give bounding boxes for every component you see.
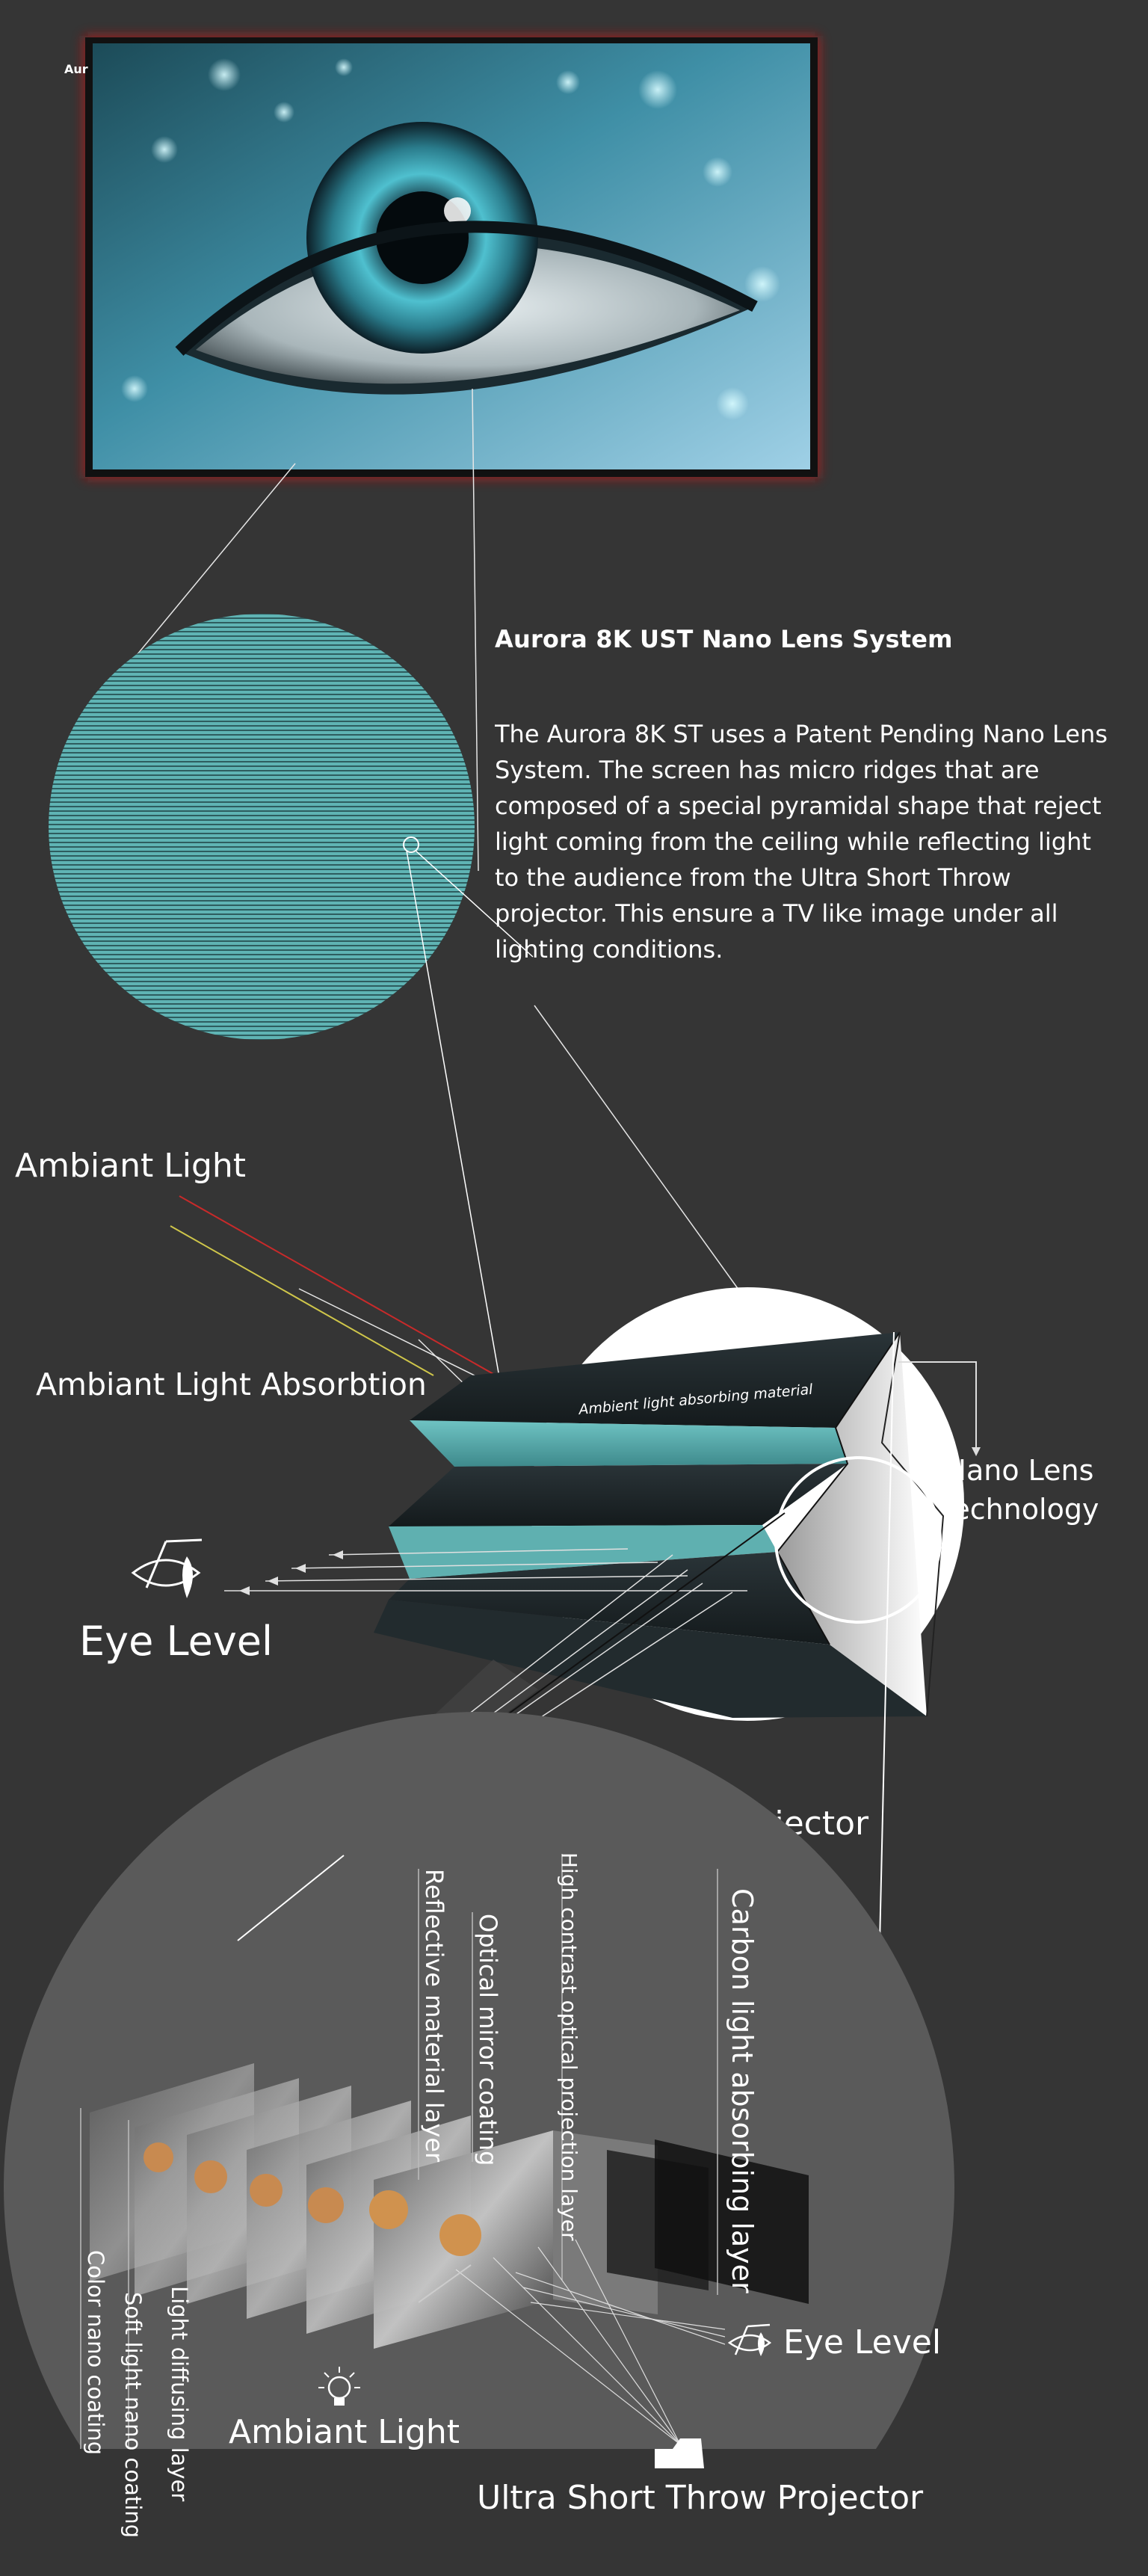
carbon-layer-label: Carbon light absorbing layer xyxy=(726,1888,759,2293)
lightbulb-icon xyxy=(318,2367,360,2406)
reflective-layer-label: Reflective material layer xyxy=(420,1869,448,2163)
eye-level-label: Eye Level xyxy=(783,2323,941,2361)
eye-icon xyxy=(727,2323,772,2356)
eye-photo xyxy=(93,43,810,469)
projector-label: Ultra Short Throw Projector xyxy=(477,2479,924,2517)
eye-level-label: Eye Level xyxy=(79,1618,273,1665)
screen-tiny-heading: Aur xyxy=(64,62,88,76)
nano-lens-label-line2: Technology xyxy=(939,1493,1099,1526)
screen-frame: Aur xyxy=(64,36,819,478)
ambient-light-label: Ambiant Light xyxy=(15,1147,246,1185)
layers-diagram: Reflective material layer Optical miror … xyxy=(4,1711,955,2538)
nano-lens-circle xyxy=(774,1456,942,1624)
high-contrast-label: High contrast optical projection layer xyxy=(557,1852,581,2241)
nano-lens-label-line1: Nano Lens xyxy=(945,1454,1094,1487)
eye-icon xyxy=(131,1538,203,1598)
info-panel: Aurora 8K UST Nano Lens System The Auror… xyxy=(495,625,1148,967)
info-body: The Aurora 8K ST uses a Patent Pending N… xyxy=(495,720,1108,964)
color-nano-label: Color nano coating xyxy=(83,2250,108,2455)
info-title: Aurora 8K UST Nano Lens System xyxy=(495,625,953,653)
tiger-panels xyxy=(90,2063,658,2349)
optical-mirror-label: Optical miror coating xyxy=(474,1914,502,2166)
projector-icon xyxy=(655,2438,704,2468)
magnify-marker xyxy=(403,836,419,853)
light-diffusing-label: Light diffusing layer xyxy=(167,2286,192,2501)
nano-lens-magnified-circle xyxy=(49,614,475,1040)
soft-light-label: Soft light nano coating xyxy=(120,2292,146,2538)
ambient-absorption-label: Ambiant Light Absorbtion xyxy=(36,1366,427,1402)
mid-diagram: Ambient light absorbing material xyxy=(15,1147,1099,2297)
ambient-light-label: Ambiant Light xyxy=(229,2413,460,2451)
